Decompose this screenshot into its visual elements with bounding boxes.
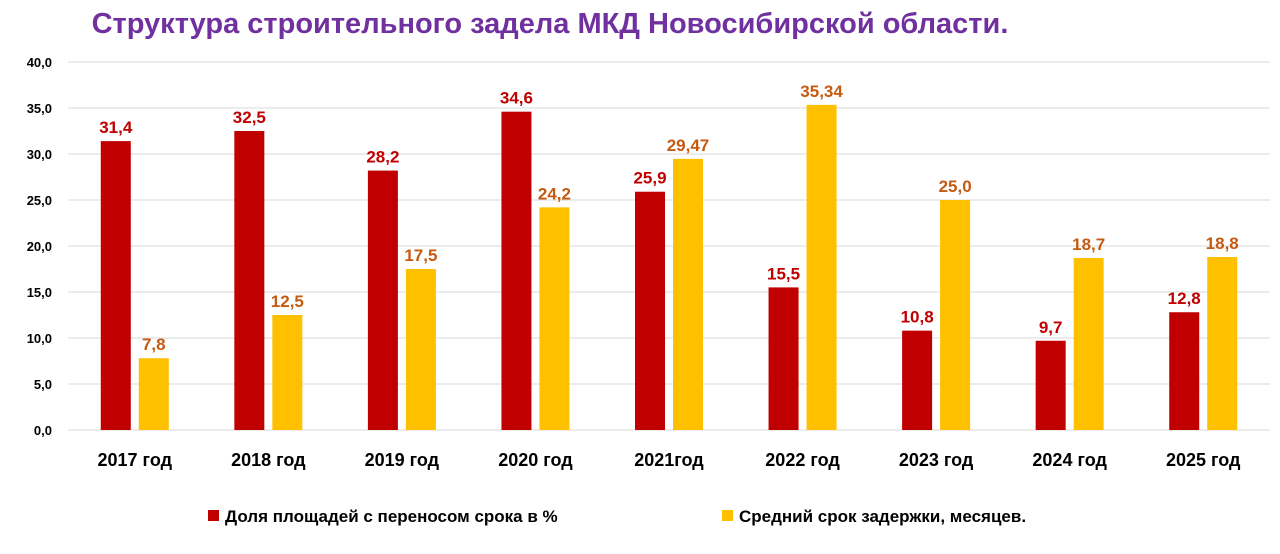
data-label: 24,2 [538, 184, 571, 203]
data-label: 29,47 [667, 136, 710, 155]
data-label: 15,5 [767, 264, 800, 283]
data-label: 18,8 [1206, 234, 1239, 253]
bar-share [234, 131, 265, 430]
x-tick-label: 2020 год [498, 450, 573, 470]
data-label: 9,7 [1039, 318, 1063, 337]
bar-delay [539, 207, 570, 430]
legend-label: Доля площадей с переносом срока в % [225, 507, 558, 526]
bar-share [501, 111, 532, 431]
y-tick-label: 5,0 [34, 377, 52, 392]
x-tick-label: 2024 год [1032, 450, 1107, 470]
data-label: 18,7 [1072, 235, 1105, 254]
data-label: 32,5 [233, 108, 266, 127]
data-label: 7,8 [142, 335, 166, 354]
bar-delay [673, 158, 703, 430]
x-tick-label: 2022 год [765, 450, 840, 470]
bar-share [635, 191, 665, 430]
bar-share [367, 170, 398, 430]
data-label: 25,0 [939, 177, 972, 196]
x-tick-label: 2021год [634, 450, 704, 470]
data-label: 28,2 [366, 148, 399, 167]
x-tick-label: 2023 год [899, 450, 974, 470]
chart-title: Структура строительного задела МКД Новос… [91, 8, 1009, 40]
bar-delay [405, 269, 436, 430]
bar-delay [272, 315, 303, 430]
y-tick-label: 0,0 [34, 423, 52, 438]
bar-share [1035, 340, 1066, 430]
bar-delay [138, 358, 169, 430]
data-label: 31,4 [99, 118, 133, 137]
data-label: 25,9 [633, 169, 666, 188]
y-tick-label: 15,0 [27, 285, 52, 300]
data-label: 12,8 [1168, 289, 1201, 308]
bar-share [1169, 312, 1200, 430]
y-tick-label: 40,0 [27, 55, 52, 70]
legend-label: Средний срок задержки, месяцев. [739, 507, 1026, 526]
bar-share [768, 287, 799, 430]
data-label: 35,34 [800, 82, 843, 101]
y-tick-label: 10,0 [27, 331, 52, 346]
data-label: 34,6 [500, 89, 533, 108]
bar-delay [1073, 257, 1104, 430]
x-tick-label: 2017 год [98, 450, 173, 470]
y-tick-label: 30,0 [27, 147, 52, 162]
data-label: 10,8 [901, 308, 934, 327]
x-tick-label: 2025 год [1166, 450, 1241, 470]
bar-share [100, 141, 131, 430]
y-tick-label: 20,0 [27, 239, 52, 254]
bar-delay [1207, 257, 1238, 430]
y-tick-label: 25,0 [27, 193, 52, 208]
bar-delay [806, 104, 837, 430]
x-tick-label: 2019 год [365, 450, 440, 470]
bar-share [902, 330, 933, 430]
data-label: 17,5 [404, 246, 437, 265]
x-tick-label: 2018 год [231, 450, 306, 470]
y-tick-label: 35,0 [27, 101, 52, 116]
data-label: 12,5 [271, 292, 304, 311]
bar-delay [940, 200, 971, 430]
legend-swatch [208, 510, 219, 521]
legend-swatch [722, 510, 733, 521]
